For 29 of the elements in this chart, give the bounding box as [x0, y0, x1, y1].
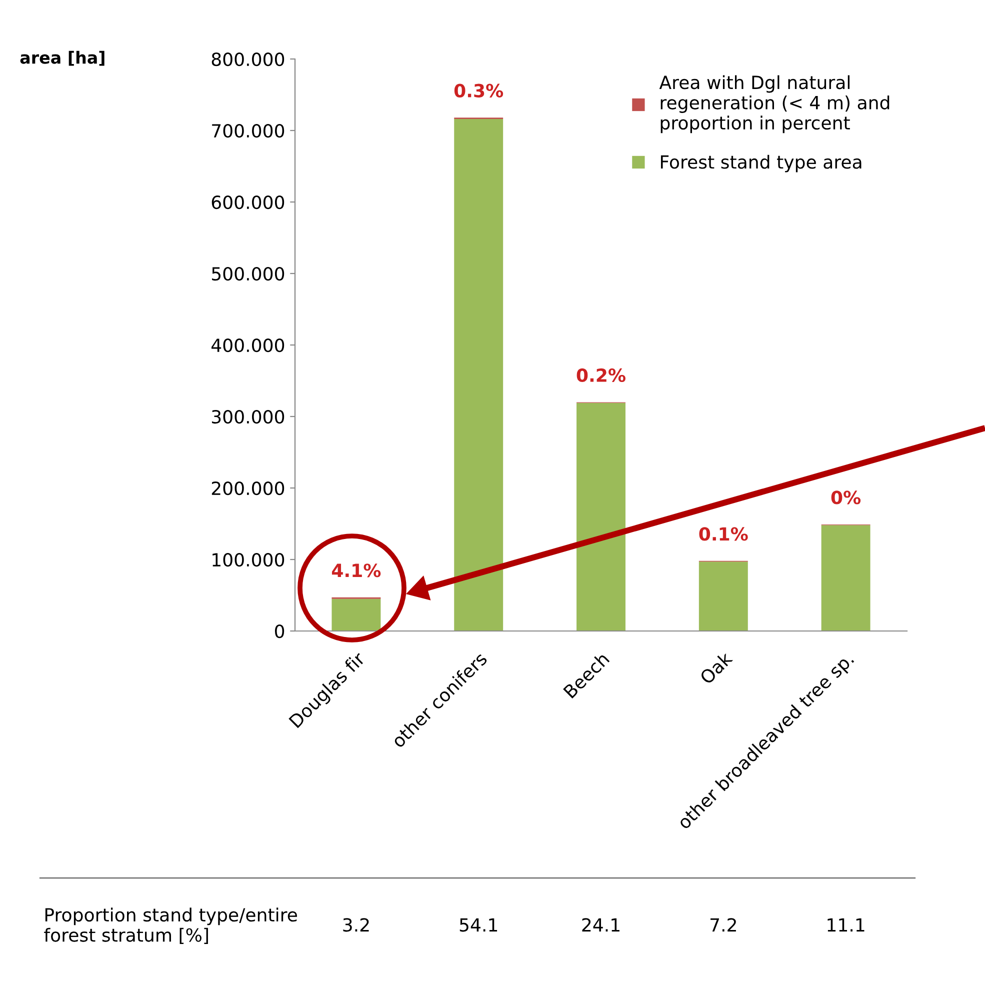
data-label: 3.2 [343, 918, 369, 932]
y-tick-label: 0 [274, 624, 284, 638]
legend-label: Area with Dgl natural regeneration (< 4 m) and proportion in percent [659, 75, 890, 134]
bar [454, 119, 504, 631]
y-tick-label: 100.000 [212, 552, 284, 567]
data-label: 7.2 [710, 918, 736, 932]
y-tick-label: 600.000 [212, 195, 284, 210]
bar [698, 562, 748, 631]
annotation: 4.1% [332, 564, 381, 578]
data-label: 54.1 [460, 918, 498, 932]
text: Proportion stand type/entire forest stratum [%] [44, 908, 297, 944]
annotation: 0.3% [454, 84, 504, 98]
y-tick-label: 200.000 [212, 481, 284, 496]
legend-label: Forest stand type area [660, 154, 862, 172]
bar [332, 598, 381, 631]
y-tick-label: 500.000 [212, 266, 284, 281]
y-axis-title: area [ha] [20, 50, 104, 66]
bar [821, 525, 870, 631]
data-label: 24.1 [582, 918, 620, 932]
x-tick-label: Oak [698, 650, 734, 685]
annotation: 0.1% [699, 527, 748, 541]
y-tick-label: 300.000 [212, 410, 284, 424]
annotation: 0% [831, 490, 861, 504]
y-tick-label: 800.000 [212, 52, 284, 66]
annotation: 0.2% [576, 368, 626, 382]
bar [576, 402, 626, 631]
y-tick-label: 400.000 [211, 338, 284, 352]
data-label: 11.1 [828, 918, 864, 932]
y-tick-label: 700.000 [212, 124, 284, 138]
